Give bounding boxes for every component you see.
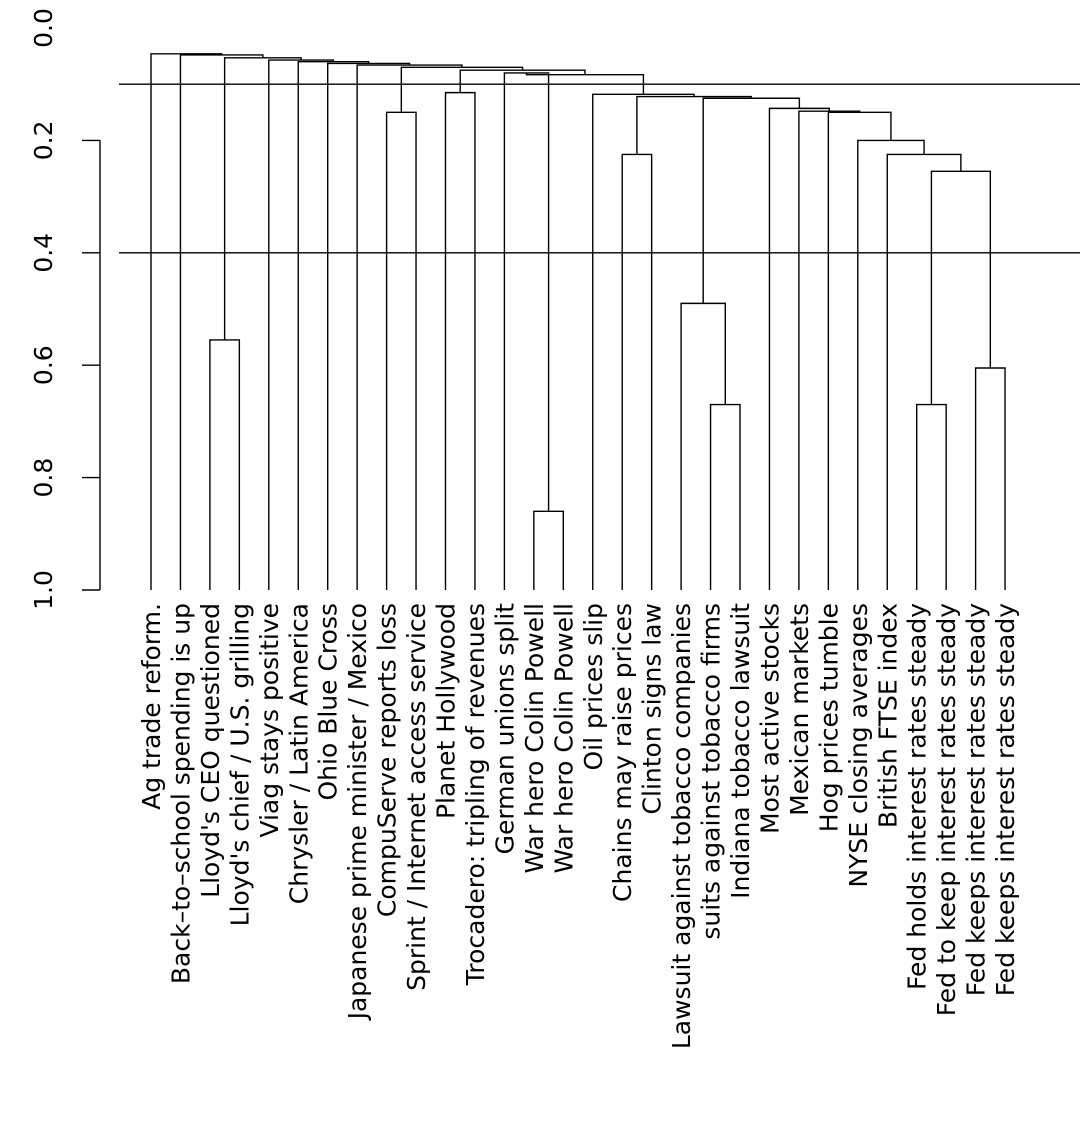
dendrogram-link bbox=[297, 61, 370, 590]
leaf-label: Chains may raise prices bbox=[608, 603, 637, 902]
y-tick-label: 0.0 bbox=[29, 8, 58, 48]
dendrogram-link bbox=[827, 111, 892, 590]
leaf-label: Fed keeps interest rates steady bbox=[991, 603, 1020, 996]
dendrogram-link bbox=[223, 57, 302, 340]
dendrogram-link bbox=[857, 139, 925, 590]
dendrogram-link bbox=[680, 302, 726, 590]
leaf-label: Fed holds interest rates steady bbox=[903, 603, 932, 990]
dendrogram-link bbox=[150, 53, 223, 590]
dendrogram-link bbox=[179, 54, 264, 590]
leaf-label: War hero Colin Powell bbox=[549, 603, 578, 874]
leaf-label: Fed to keep interest rates steady bbox=[932, 603, 961, 1016]
leaf-label: Ohio Blue Cross bbox=[314, 603, 343, 801]
dendrogram-tree bbox=[150, 53, 1006, 590]
dendrogram-link bbox=[621, 153, 653, 590]
leaf-label: Clinton signs law bbox=[638, 603, 667, 814]
leaf-label: Japanese prime minister / Mexico bbox=[343, 603, 372, 1021]
dendrogram-link bbox=[709, 403, 741, 590]
leaf-label: Lloyd's chief / U.S. grilling bbox=[225, 603, 254, 926]
dendrogram-link bbox=[268, 59, 335, 590]
leaf-label: German unions split bbox=[490, 603, 519, 855]
dendrogram-link bbox=[916, 403, 947, 590]
leaf-label: Trocadero: tripling of revenues bbox=[461, 603, 490, 986]
leaf-label: suits against tobacco firms bbox=[697, 603, 726, 940]
leaf-label: Back–to–school spending is up bbox=[166, 603, 195, 984]
leaf-label: Hog prices tumble bbox=[814, 603, 843, 832]
leaf-label: Chrysler / Latin America bbox=[284, 603, 313, 904]
dendrogram-link bbox=[886, 153, 962, 590]
reference-lines bbox=[119, 83, 1080, 254]
leaf-label: War hero Colin Powell bbox=[520, 603, 549, 874]
y-axis: 0.0 0.2 0.4 0.6 0.8 1.0 bbox=[29, 8, 101, 610]
leaf-label: CompuServe reports loss bbox=[373, 603, 402, 917]
y-tick-label: 0.8 bbox=[29, 458, 58, 498]
leaf-label: Lloyd's CEO questioned bbox=[196, 603, 225, 898]
leaf-label: Fed keeps interest rates steady bbox=[962, 603, 991, 996]
leaf-label: Sprint / Internet access service bbox=[402, 603, 431, 991]
leaf-labels: Ag trade reform. Back–to–school spending … bbox=[137, 603, 1020, 1049]
leaf-label: Viag stays positive bbox=[255, 603, 284, 838]
leaf-label: Indiana tobacco lawsuit bbox=[726, 603, 755, 899]
dendrogram-link bbox=[533, 510, 564, 590]
leaf-label: Most active stocks bbox=[755, 603, 784, 834]
dendrogram-link bbox=[356, 64, 463, 590]
dendrogram-link bbox=[503, 72, 550, 590]
y-tick-label: 0.2 bbox=[29, 121, 58, 161]
leaf-label: Planet Hollywood bbox=[432, 603, 461, 819]
dendrogram-link bbox=[444, 91, 476, 590]
dendrogram-link bbox=[592, 93, 695, 590]
leaf-label: Ag trade reform. bbox=[137, 603, 166, 810]
y-tick-label: 0.6 bbox=[29, 345, 58, 385]
dendrogram-link bbox=[327, 62, 411, 590]
leaf-label: British FTSE index bbox=[873, 603, 902, 828]
dendrogram-link bbox=[798, 110, 861, 590]
dendrogram-link bbox=[974, 367, 1006, 590]
dendrogram-link bbox=[636, 95, 752, 155]
leaf-label: Lawsuit against tobacco companies bbox=[667, 603, 696, 1049]
dendrogram-link bbox=[385, 111, 417, 590]
y-tick-label: 0.4 bbox=[29, 233, 58, 273]
dendrogram-link bbox=[930, 170, 992, 405]
dendrogram-link bbox=[702, 97, 801, 304]
dendrogram-link bbox=[209, 339, 241, 590]
y-tick-label: 1.0 bbox=[29, 570, 58, 610]
leaf-label: NYSE closing averages bbox=[844, 603, 873, 888]
leaf-label: Mexican markets bbox=[785, 603, 814, 816]
leaf-label: Oil prices slip bbox=[579, 603, 608, 771]
